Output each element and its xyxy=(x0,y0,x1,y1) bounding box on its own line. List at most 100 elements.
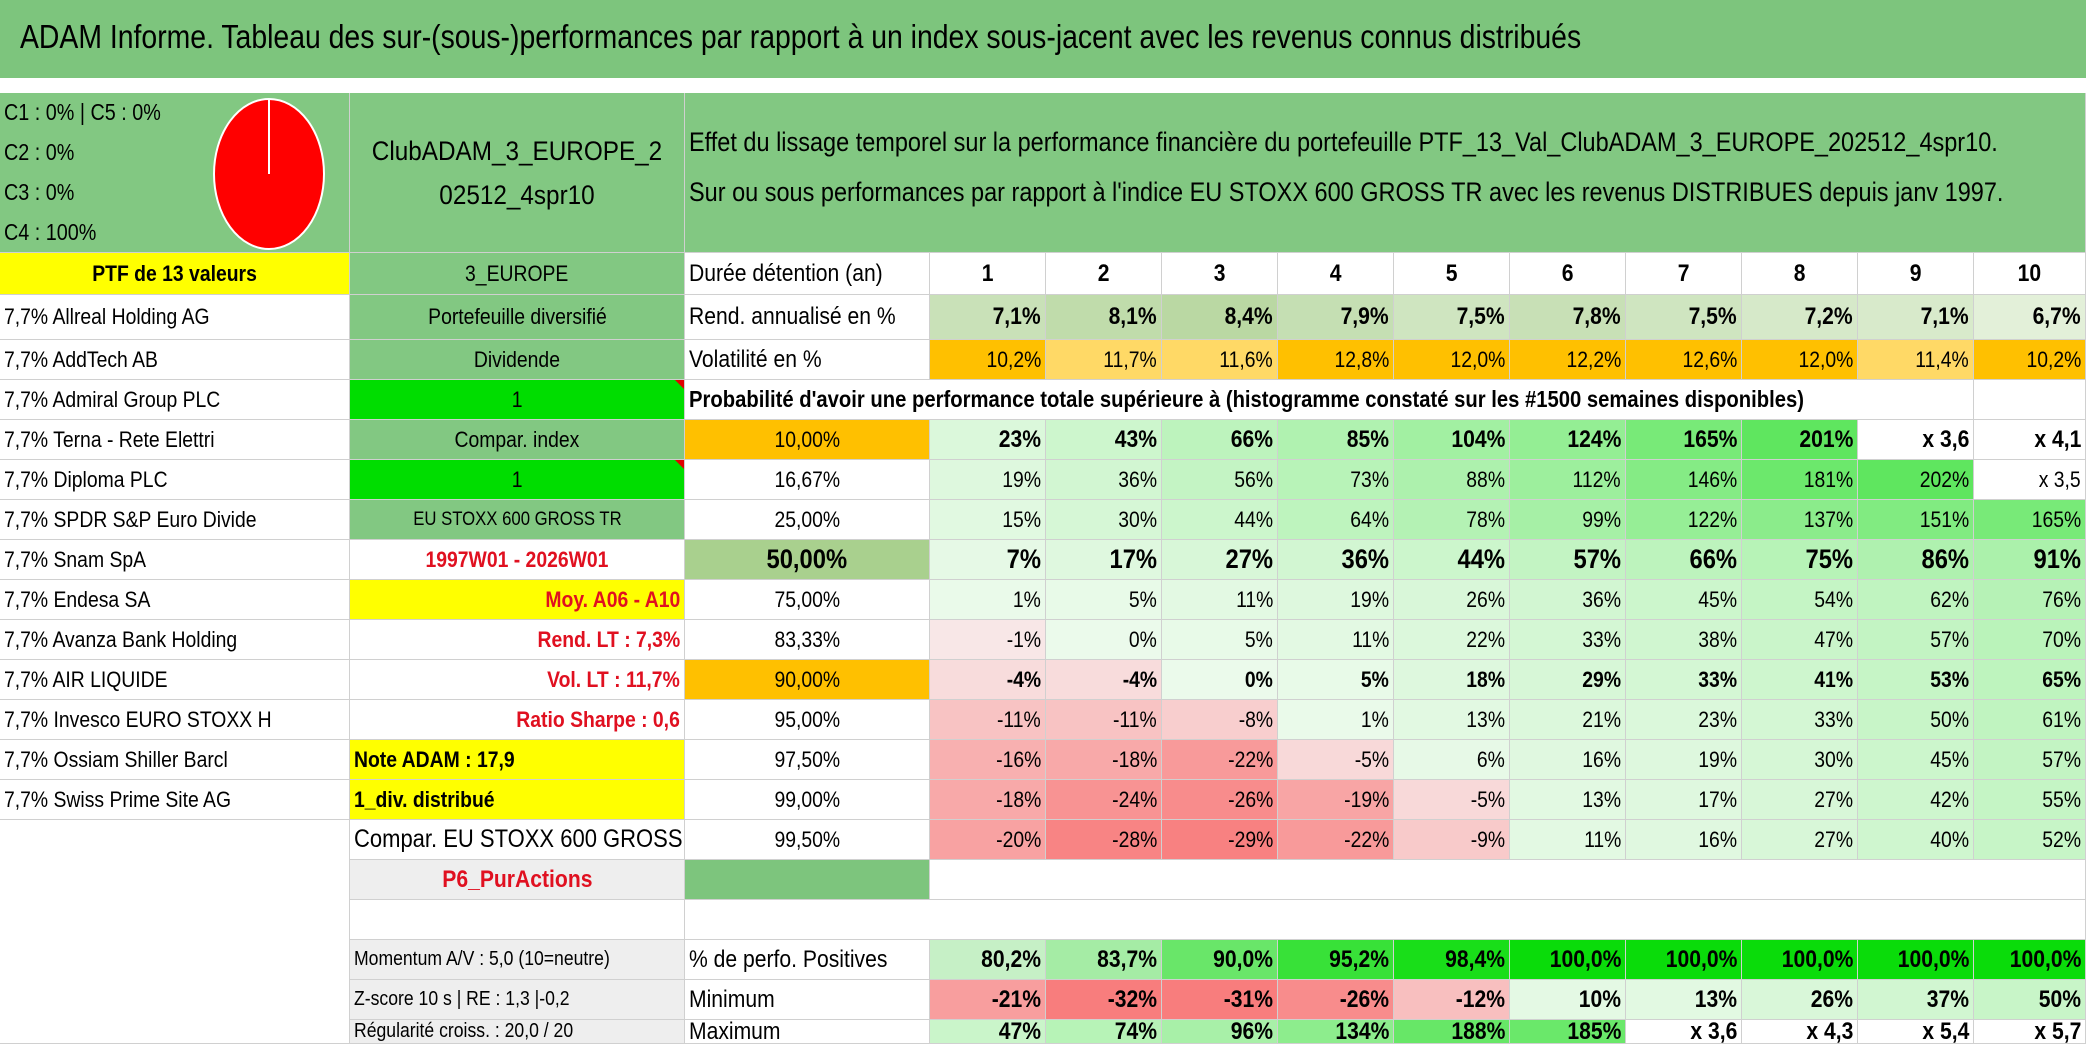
probability-value[interactable]: 42% xyxy=(1858,780,1974,820)
probability-value[interactable]: -8% xyxy=(1162,700,1278,740)
empty-cell[interactable] xyxy=(685,900,2086,940)
probability-value[interactable]: 29% xyxy=(1510,660,1626,700)
probability-level[interactable]: 99,50% xyxy=(685,820,930,860)
probability-level[interactable]: 99,00% xyxy=(685,780,930,820)
probability-value[interactable]: 70% xyxy=(1974,620,2086,660)
vol-value[interactable]: 10,2% xyxy=(930,340,1046,380)
probability-value[interactable]: x 3,5 xyxy=(1974,460,2086,500)
holding-item[interactable]: 7,7% Admiral Group PLC xyxy=(0,380,350,420)
info-compar-long[interactable]: Compar. EU STOXX 600 GROSS TR xyxy=(350,820,685,860)
probability-value[interactable]: 201% xyxy=(1742,420,1858,460)
probability-value[interactable]: -5% xyxy=(1278,740,1394,780)
legend-block[interactable]: C1 : 0% | C5 : 0% C2 : 0% C3 : 0% C4 : 100% xyxy=(0,93,350,253)
probability-value[interactable]: 1% xyxy=(930,580,1046,620)
probability-value[interactable]: 33% xyxy=(1742,700,1858,740)
probability-value[interactable]: -19% xyxy=(1278,780,1394,820)
probability-value[interactable]: -18% xyxy=(1046,740,1162,780)
probability-value[interactable]: 45% xyxy=(1626,580,1742,620)
probability-value[interactable]: 18% xyxy=(1394,660,1510,700)
probability-value[interactable]: 17% xyxy=(1046,540,1162,580)
probability-value[interactable]: 5% xyxy=(1162,620,1278,660)
probability-value[interactable]: 19% xyxy=(1278,580,1394,620)
probability-value[interactable]: 5% xyxy=(1278,660,1394,700)
probability-value[interactable]: 122% xyxy=(1626,500,1742,540)
probability-value[interactable]: -5% xyxy=(1394,780,1510,820)
stat-value[interactable]: 95,2% xyxy=(1278,940,1394,980)
rend-value[interactable]: 7,9% xyxy=(1278,295,1394,340)
stat-value[interactable]: 37% xyxy=(1858,980,1974,1020)
probability-value[interactable]: -29% xyxy=(1162,820,1278,860)
stat-value[interactable]: -21% xyxy=(930,980,1046,1020)
info-index-name[interactable]: EU STOXX 600 GROSS TR xyxy=(350,500,685,540)
info-rend-lt[interactable]: Rend. LT : 7,3% xyxy=(350,620,685,660)
probability-value[interactable]: 66% xyxy=(1626,540,1742,580)
vol-value[interactable]: 12,0% xyxy=(1394,340,1510,380)
year-header[interactable]: 8 xyxy=(1742,253,1858,295)
probability-value[interactable]: -11% xyxy=(1046,700,1162,740)
rend-value[interactable]: 7,5% xyxy=(1626,295,1742,340)
probability-value[interactable]: 61% xyxy=(1974,700,2086,740)
vol-value[interactable]: 12,2% xyxy=(1510,340,1626,380)
stat-value[interactable]: -32% xyxy=(1046,980,1162,1020)
stat-value[interactable]: x 5,7 xyxy=(1974,1020,2086,1044)
probability-value[interactable]: 78% xyxy=(1394,500,1510,540)
holding-item[interactable]: 7,7% Swiss Prime Site AG xyxy=(0,780,350,820)
holding-item[interactable]: 7,7% AddTech AB xyxy=(0,340,350,380)
probability-level[interactable]: 50,00% xyxy=(685,540,930,580)
stat-value[interactable]: 10% xyxy=(1510,980,1626,1020)
stat-value[interactable]: 74% xyxy=(1046,1020,1162,1044)
probability-value[interactable]: 53% xyxy=(1858,660,1974,700)
probability-value[interactable]: 57% xyxy=(1974,740,2086,780)
info-note[interactable]: Note ADAM : 17,9 xyxy=(350,740,685,780)
stat-label[interactable]: Maximum xyxy=(685,1020,930,1044)
probability-value[interactable]: 44% xyxy=(1162,500,1278,540)
vol-value[interactable]: 12,0% xyxy=(1742,340,1858,380)
rend-value[interactable]: 7,8% xyxy=(1510,295,1626,340)
probability-value[interactable]: 11% xyxy=(1510,820,1626,860)
probability-value[interactable]: -26% xyxy=(1162,780,1278,820)
stat-value[interactable]: 100,0% xyxy=(1510,940,1626,980)
empty-cell[interactable] xyxy=(685,860,930,900)
probability-value[interactable]: 13% xyxy=(1510,780,1626,820)
empty-cell[interactable] xyxy=(930,860,2086,900)
probability-value[interactable]: -22% xyxy=(1162,740,1278,780)
stat-label[interactable]: % de perfo. Positives xyxy=(685,940,930,980)
info-momentum[interactable]: Momentum A/V : 5,0 (10=neutre) xyxy=(350,940,685,980)
info-dividende[interactable]: Dividende xyxy=(350,340,685,380)
stat-value[interactable]: x 3,6 xyxy=(1626,1020,1742,1044)
rend-label[interactable]: Rend. annualisé en % xyxy=(685,295,930,340)
effect-description[interactable]: Effet du lissage temporel sur la perform… xyxy=(685,93,2086,253)
year-header[interactable]: 7 xyxy=(1626,253,1742,295)
probability-value[interactable]: 50% xyxy=(1858,700,1974,740)
probability-level[interactable]: 90,00% xyxy=(685,660,930,700)
probability-value[interactable]: 30% xyxy=(1742,740,1858,780)
stat-value[interactable]: 83,7% xyxy=(1046,940,1162,980)
probability-value[interactable]: 23% xyxy=(930,420,1046,460)
vol-value[interactable]: 12,8% xyxy=(1278,340,1394,380)
probability-value[interactable]: 45% xyxy=(1858,740,1974,780)
probability-value[interactable]: 137% xyxy=(1742,500,1858,540)
probability-value[interactable]: 41% xyxy=(1742,660,1858,700)
holding-item[interactable]: 7,7% Endesa SA xyxy=(0,580,350,620)
probability-value[interactable]: 27% xyxy=(1162,540,1278,580)
probability-value[interactable]: 75% xyxy=(1742,540,1858,580)
probability-value[interactable]: 85% xyxy=(1278,420,1394,460)
probability-value[interactable]: 27% xyxy=(1742,820,1858,860)
stat-label[interactable]: Minimum xyxy=(685,980,930,1020)
probability-value[interactable]: 11% xyxy=(1278,620,1394,660)
probability-value[interactable]: 33% xyxy=(1626,660,1742,700)
year-header[interactable]: 9 xyxy=(1858,253,1974,295)
probability-value[interactable]: 65% xyxy=(1974,660,2086,700)
probability-value[interactable]: 27% xyxy=(1742,780,1858,820)
duration-label[interactable]: Durée détention (an) xyxy=(685,253,930,295)
probability-value[interactable]: 23% xyxy=(1626,700,1742,740)
vol-value[interactable]: 10,2% xyxy=(1974,340,2086,380)
probability-value[interactable]: 151% xyxy=(1858,500,1974,540)
probability-value[interactable]: 11% xyxy=(1162,580,1278,620)
probability-value[interactable]: 55% xyxy=(1974,780,2086,820)
probability-value[interactable]: 202% xyxy=(1858,460,1974,500)
probability-value[interactable]: 17% xyxy=(1626,780,1742,820)
year-header[interactable]: 10 xyxy=(1974,253,2086,295)
empty-cell[interactable] xyxy=(350,900,685,940)
probability-value[interactable]: 19% xyxy=(1626,740,1742,780)
